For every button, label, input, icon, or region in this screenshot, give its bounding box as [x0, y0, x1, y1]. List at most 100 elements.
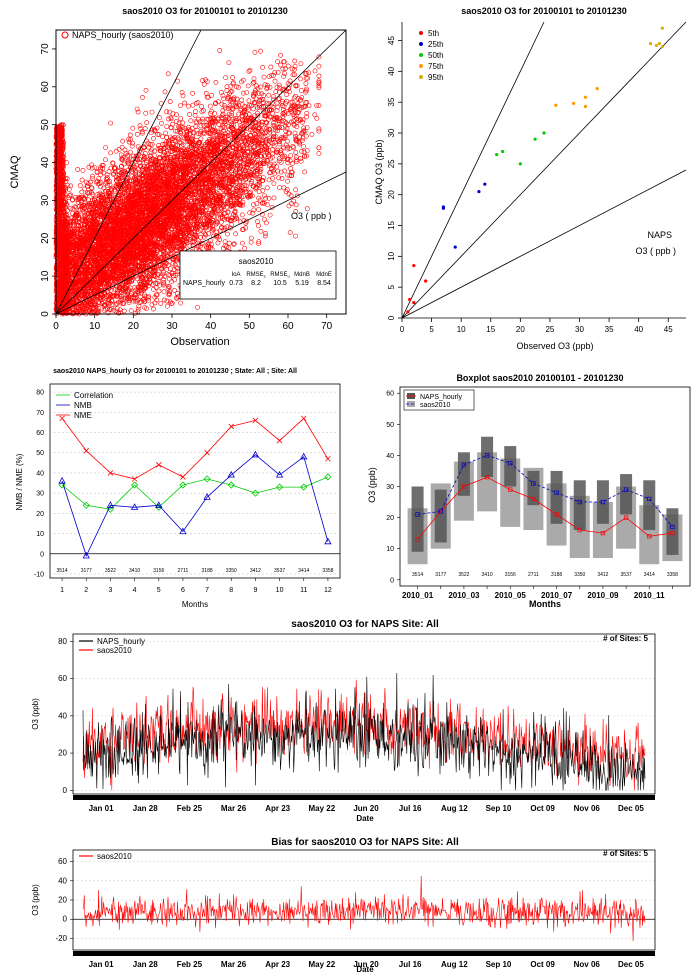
- scatter-point: [254, 169, 260, 174]
- scatter-point: [292, 67, 297, 72]
- scatter-point: [287, 230, 293, 236]
- scatter-point: [267, 129, 272, 135]
- scatter-point: [96, 176, 102, 181]
- scatter-panel: saos2010 O3 for 20100101 to 20101230 0 10…: [9, 6, 347, 348]
- scatter-point: [275, 168, 281, 174]
- scatter-point: [292, 63, 298, 69]
- scatter-point: [282, 71, 287, 76]
- scatter-point: [128, 308, 134, 314]
- scatter-point: [98, 166, 103, 172]
- scatter-point: [151, 306, 156, 312]
- scatter-point: [304, 114, 309, 120]
- scatter-point: [288, 166, 293, 171]
- scatter-point: [245, 83, 251, 89]
- scatter-point: [289, 161, 295, 166]
- scatter-point: [247, 210, 253, 216]
- scatter-point: [219, 101, 225, 107]
- scatter-point: [268, 73, 274, 78]
- scatter-point: [272, 70, 278, 76]
- scatter-point: [271, 195, 277, 201]
- scatter-point: [222, 239, 228, 244]
- scatter-point: [206, 231, 211, 236]
- scatter-point: [161, 289, 167, 295]
- scatter-point: [276, 175, 282, 181]
- scatter-point: [137, 160, 143, 166]
- scatter-point: [274, 164, 279, 170]
- scatter-point: [127, 149, 133, 155]
- scatter-point: [129, 143, 135, 149]
- scatter-point: [304, 88, 309, 94]
- scatter-point: [264, 185, 270, 191]
- scatter-point: [299, 148, 305, 154]
- scatter-point: [151, 135, 156, 141]
- scatter-point: [304, 206, 310, 212]
- scatter-point: [239, 240, 245, 246]
- scatter-point: [289, 66, 295, 72]
- scatter-point: [258, 84, 263, 90]
- scatter-point: [298, 61, 304, 66]
- scatter-point: [219, 216, 225, 221]
- scatter-point: [246, 69, 252, 74]
- scatter-point: [261, 74, 267, 80]
- scatter-point: [103, 145, 108, 150]
- scatter-point: [172, 277, 177, 283]
- scatter-point: [213, 80, 219, 85]
- scatter-point: [68, 215, 74, 221]
- scatter-point: [316, 150, 322, 156]
- scatter-point: [215, 99, 221, 104]
- scatter-point: [244, 90, 250, 95]
- scatter-point: [267, 212, 273, 218]
- scatter-point: [241, 163, 247, 169]
- scatter-point: [303, 75, 309, 81]
- scatter-title: saos2010 O3 for 20100101 to 20101230: [122, 6, 288, 16]
- scatter-point: [221, 96, 227, 101]
- scatter-point: [108, 150, 113, 156]
- scatter-point: [175, 78, 180, 84]
- scatter-point: [281, 73, 286, 79]
- scatter-point: [146, 297, 151, 303]
- scatter-point: [167, 99, 173, 104]
- scatter-point: [133, 310, 138, 316]
- scatter-point: [275, 70, 281, 75]
- scatter-point: [234, 84, 239, 90]
- scatter-point: [174, 128, 180, 134]
- scatter-point: [316, 73, 322, 79]
- scatter-point: [287, 78, 293, 84]
- scatter-point: [174, 271, 180, 277]
- scatter-point: [256, 223, 261, 229]
- scatter-point: [257, 137, 263, 143]
- scatter-point: [286, 203, 292, 209]
- scatter-point: [248, 235, 254, 241]
- scatter-point: [266, 92, 272, 98]
- scatter-point: [263, 195, 269, 201]
- scatter-point: [127, 132, 133, 138]
- scatter-point: [290, 72, 296, 78]
- scatter-point: [149, 141, 155, 147]
- scatter-point: [225, 231, 230, 237]
- scatter-point: [82, 186, 88, 192]
- scatter-point: [258, 228, 264, 234]
- scatter-point: [292, 72, 297, 78]
- scatter-point: [205, 95, 211, 100]
- scatter-point: [258, 48, 263, 54]
- scatter-point: [312, 112, 318, 118]
- scatter-point: [192, 109, 198, 114]
- scatter-point: [101, 185, 107, 191]
- scatter-point: [247, 68, 253, 73]
- scatter-point: [271, 73, 276, 78]
- scatter-point: [119, 144, 125, 150]
- scatter-point: [151, 126, 157, 132]
- scatter-point: [129, 289, 135, 295]
- scatter-point: [120, 138, 126, 144]
- scatter-point: [272, 78, 278, 84]
- scatter-point: [223, 75, 228, 80]
- scatter-point: [207, 103, 213, 109]
- scatter-point: [179, 90, 185, 95]
- scatter-point: [246, 98, 252, 104]
- scatter-point: [277, 141, 282, 147]
- scatter-point: [282, 134, 288, 140]
- scatter-point: [248, 239, 254, 245]
- scatter-point: [256, 239, 262, 245]
- scatter-point: [285, 178, 290, 184]
